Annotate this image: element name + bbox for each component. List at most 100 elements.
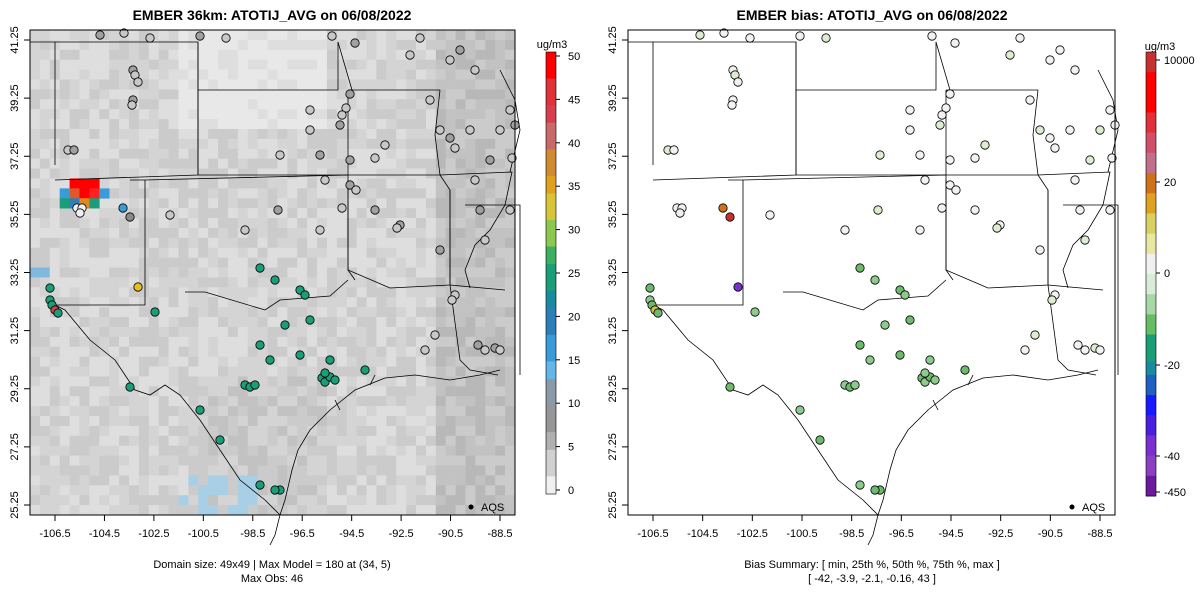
colorbar-segment [1146, 368, 1156, 376]
bias-point [905, 125, 915, 135]
colorbar-segment [1146, 99, 1156, 107]
obs-point [445, 55, 455, 65]
colorbar-segment [546, 273, 556, 283]
bias-point [821, 33, 831, 43]
bias-point [915, 225, 925, 235]
x-tick-label: -94.5 [339, 528, 364, 540]
obs-point [430, 330, 440, 340]
colorbar-segment [1146, 126, 1156, 134]
colorbar-segment [1146, 186, 1156, 194]
colorbar-segment [1146, 166, 1156, 174]
bias-points [645, 28, 1120, 495]
left-map: AQS -106.5 -104.5 -102.5 -100.5 -98.5 -96.5 -9… [9, 26, 521, 585]
bias-point [725, 212, 735, 222]
colorbar-segment [1146, 146, 1156, 154]
model-grid [30, 30, 516, 516]
bias-point [1080, 235, 1090, 245]
obs-point [345, 180, 355, 190]
bias-point [815, 435, 825, 445]
colorbar-segment [546, 449, 556, 460]
obs-point [275, 150, 285, 160]
obs-point [405, 50, 415, 60]
bias-point [865, 355, 875, 365]
bias-point [1020, 345, 1030, 355]
bias-summary-values: [ -42, -3.9, -2.1, -0.16, 43 ] [808, 573, 936, 585]
y-tick-label: 37.25 [607, 142, 619, 170]
obs-point [505, 205, 515, 215]
colorbar-tick-label: 45 [568, 94, 580, 106]
colorbar-segment [1146, 280, 1156, 288]
colorbar-tick-label: 5 [568, 442, 574, 454]
colorbar-segment [1146, 408, 1156, 416]
bias-point [745, 33, 755, 43]
colorbar-segment [1146, 287, 1156, 295]
x-tick-label: -104.5 [89, 528, 120, 540]
obs-point [125, 382, 135, 392]
colorbar-segment [1146, 159, 1156, 167]
colorbar-segment [546, 299, 556, 309]
colorbar-tick-label: -40 [1164, 451, 1180, 463]
y-tick-label: 29.25 [9, 375, 21, 403]
colorbar-segment [546, 60, 556, 71]
y-tick-label: 33.25 [9, 259, 21, 287]
y-tick-label: 31.25 [607, 317, 619, 345]
bias-point [669, 145, 679, 155]
x-axis-ticks: -106.5 -104.5 -102.5 -100.5 -98.5 -96.5 -94.5 -… [39, 515, 513, 540]
y-tick-label: 41.25 [607, 26, 619, 54]
obs-point [507, 153, 517, 163]
obs-point [495, 125, 505, 135]
bias-point [875, 150, 885, 160]
right-colorbar-unit: ug/m3 [1145, 41, 1176, 53]
colorbar-segment [1146, 240, 1156, 248]
obs-point [270, 275, 280, 285]
bias-point [795, 31, 805, 41]
x-axis-ticks: -106.5 -104.5 -102.5 -100.5 -98.5 -96.5 -94.5 -… [637, 515, 1113, 540]
obs-point [350, 38, 360, 48]
bias-point [927, 31, 937, 41]
colorbar-segment [546, 334, 556, 345]
colorbar-segment [1146, 341, 1156, 349]
colorbar-segment [1146, 374, 1156, 383]
bias-point [1030, 330, 1040, 340]
obs-point [215, 435, 225, 445]
bias-point [992, 223, 1002, 233]
colorbar-segment [1146, 361, 1156, 369]
obs-point [53, 308, 63, 318]
bias-point [695, 30, 705, 40]
bias-point [980, 140, 990, 150]
colorbar-segment [546, 237, 556, 247]
obs-point [125, 212, 135, 222]
obs-point [145, 33, 155, 43]
colorbar-segment [546, 149, 556, 159]
bias-point [870, 275, 880, 285]
colorbar-segment [1146, 462, 1156, 470]
obs-point [505, 105, 515, 115]
x-tick-label: -92.5 [988, 528, 1013, 540]
bias-point [1105, 105, 1115, 115]
x-tick-label: -88.5 [1087, 528, 1112, 540]
colorbar-tick-label: 10000 [1164, 55, 1195, 67]
colorbar-segment [1146, 422, 1156, 430]
bias-point [1075, 205, 1085, 215]
x-tick-label: -90.5 [438, 528, 463, 540]
colorbar-segment [546, 193, 556, 203]
colorbar-tick-label: 10 [568, 398, 580, 410]
bias-point [1005, 50, 1015, 60]
colorbar-tick-label: 30 [568, 225, 580, 237]
obs-point [470, 65, 480, 75]
bias-point [795, 405, 805, 415]
bias-point [725, 382, 735, 392]
colorbar-segment [546, 78, 556, 88]
colorbar-segment [1146, 65, 1156, 73]
observation-points [45, 28, 520, 495]
colorbar-tick-label: -450 [1164, 487, 1186, 499]
bias-point [1025, 95, 1035, 105]
obs-point [305, 105, 315, 115]
colorbar-segment [1146, 348, 1156, 356]
obs-point [300, 290, 310, 300]
colorbar-segment [546, 290, 556, 301]
obs-point [327, 31, 337, 41]
colorbar-segment [546, 69, 556, 80]
colorbar-segment [1146, 415, 1156, 423]
colorbar-segment [546, 131, 556, 141]
